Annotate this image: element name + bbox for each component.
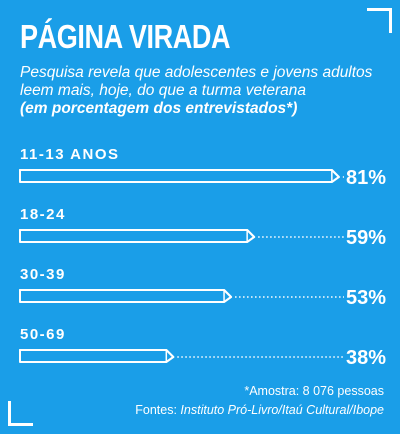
footnote: *Amostra: 8 076 pessoas Fontes: Institut… [135,382,384,420]
bar [19,289,233,303]
bar [19,169,340,183]
subtitle: Pesquisa revela que adolescentes e joven… [20,64,390,118]
bar [19,349,175,363]
frame-corner-top-right [367,8,392,33]
value-label: 38% [346,347,386,369]
frame-corner-bottom-left [8,401,33,426]
value-label: 81% [346,167,386,189]
value-label: 53% [346,287,386,309]
sources-prefix: Fontes: [135,403,181,417]
value-label: 59% [346,227,386,249]
sample-note: *Amostra: 8 076 pessoas [244,384,384,398]
sources-names: Instituto Pró-Livro/Itaú Cultural/Ibope [180,403,384,417]
subtitle-text: Pesquisa revela que adolescentes e joven… [20,64,373,99]
bar-group: 18-24 59% [19,206,386,249]
category-label: 30-39 [20,266,66,283]
bar [19,229,256,243]
category-label: 11-13 ANOS [20,146,120,163]
category-label: 18-24 [20,206,66,223]
page-title: PÁGINA VIRADA [20,18,231,55]
category-label: 50-69 [20,326,66,343]
bar-group: 30-39 53% [19,266,386,309]
unit-note: (em porcentagem dos entrevistados*) [20,100,298,117]
bar-group: 11-13 ANOS 81% [19,146,386,189]
sources-note: Fontes: Instituto Pró-Livro/Itaú Cultura… [135,401,384,420]
bar-group: 50-69 38% [19,326,386,369]
